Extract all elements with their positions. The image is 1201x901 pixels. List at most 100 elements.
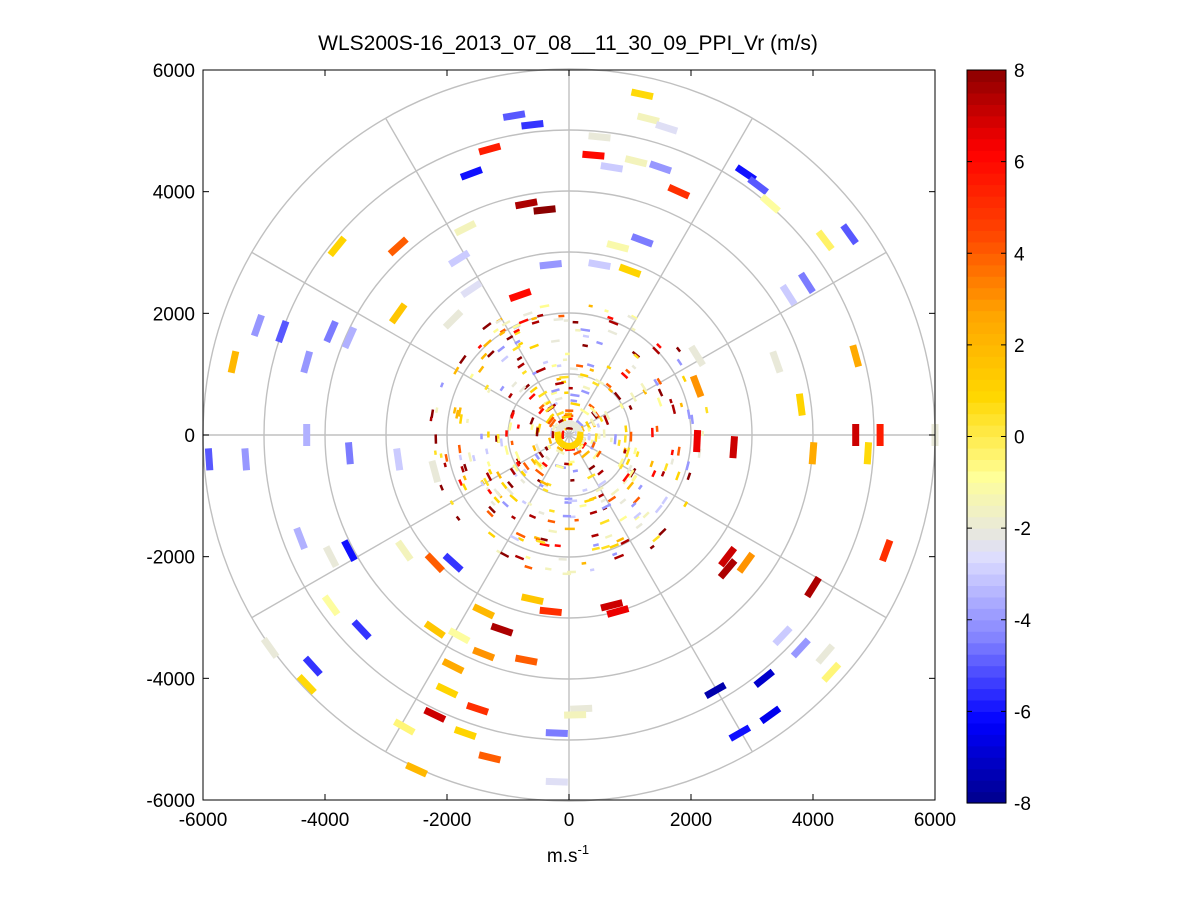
data-point [393, 447, 404, 471]
data-point [465, 418, 470, 424]
data-point [531, 316, 538, 321]
y-tick-label: -6000 [146, 791, 195, 812]
colorbar-band [967, 413, 1006, 426]
data-point [581, 561, 587, 565]
data-point [293, 526, 308, 550]
data-point [579, 503, 587, 508]
data-point [521, 500, 527, 505]
colorbar-tick-label: -2 [1014, 519, 1031, 540]
data-point [507, 392, 513, 399]
data-point [597, 479, 607, 488]
colorbar-band [967, 493, 1006, 506]
data-point [530, 424, 534, 431]
data-point [544, 404, 555, 413]
colorbar-band [967, 127, 1006, 140]
data-point [655, 121, 679, 135]
data-point [302, 655, 323, 677]
data-point [595, 450, 602, 458]
data-point [458, 479, 464, 486]
data-point [528, 513, 537, 520]
data-point [520, 470, 527, 477]
data-point [589, 368, 595, 372]
data-point [493, 488, 502, 498]
data-point [458, 454, 463, 461]
data-point [514, 339, 521, 345]
data-point [630, 314, 638, 320]
data-point [509, 467, 516, 476]
data-point [465, 701, 490, 716]
data-point [815, 229, 835, 252]
colorbar-band [967, 619, 1006, 632]
data-point [626, 481, 635, 490]
azimuth-spoke [385, 434, 570, 752]
data-point [653, 378, 660, 387]
data-point [504, 445, 509, 456]
data-point [485, 472, 493, 482]
data-point [590, 439, 594, 445]
data-point [587, 473, 596, 480]
data-point [428, 459, 442, 484]
colorbar-band [967, 184, 1006, 197]
colorbar-band [967, 161, 1006, 174]
data-point [537, 313, 544, 318]
data-point [769, 350, 784, 374]
data-point [453, 726, 477, 740]
data-point [395, 539, 414, 562]
colorbar-band [967, 333, 1006, 346]
data-point [670, 458, 675, 465]
data-point [630, 502, 637, 508]
data-point [667, 183, 691, 200]
data-point [656, 397, 663, 407]
data-point [559, 375, 569, 379]
data-point [556, 364, 562, 368]
colorbar-band [967, 115, 1006, 128]
data-point [344, 441, 354, 465]
data-points-layer [204, 88, 939, 786]
data-point [487, 488, 493, 495]
data-point [686, 409, 691, 420]
data-point [553, 422, 559, 428]
data-point [452, 407, 457, 414]
data-point [795, 393, 806, 416]
data-point [507, 480, 514, 489]
colorbar-band [967, 757, 1006, 770]
data-point [532, 444, 537, 452]
data-point [487, 531, 496, 539]
data-point [501, 500, 509, 508]
data-point [529, 386, 538, 394]
colorbar-band [967, 218, 1006, 231]
data-point [545, 400, 552, 406]
data-point [580, 425, 585, 433]
data-point [525, 555, 531, 560]
data-point [538, 461, 547, 469]
colorbar-band [967, 241, 1006, 254]
data-point [693, 429, 702, 453]
data-point [589, 418, 596, 427]
data-point [606, 605, 630, 618]
data-point [323, 320, 339, 344]
data-point [603, 410, 611, 421]
colorbar-tick-label: -8 [1014, 794, 1031, 815]
data-point [496, 471, 502, 479]
data-point [521, 369, 528, 375]
colorbar-band [967, 528, 1006, 541]
colorbar-band [967, 104, 1006, 117]
data-point [572, 469, 579, 473]
data-point [804, 575, 822, 599]
colorbar-band [967, 425, 1006, 438]
data-point [592, 450, 600, 460]
data-point [542, 488, 549, 493]
data-point [619, 498, 627, 505]
data-point [600, 162, 624, 173]
data-point [534, 443, 541, 453]
data-point [535, 367, 546, 374]
data-point [597, 469, 604, 476]
data-point [455, 515, 461, 522]
data-point [429, 416, 433, 422]
data-point [631, 364, 637, 370]
data-point [477, 344, 483, 349]
data-point [676, 358, 683, 366]
data-point [540, 537, 548, 542]
data-point [424, 552, 445, 574]
data-point [579, 407, 590, 416]
